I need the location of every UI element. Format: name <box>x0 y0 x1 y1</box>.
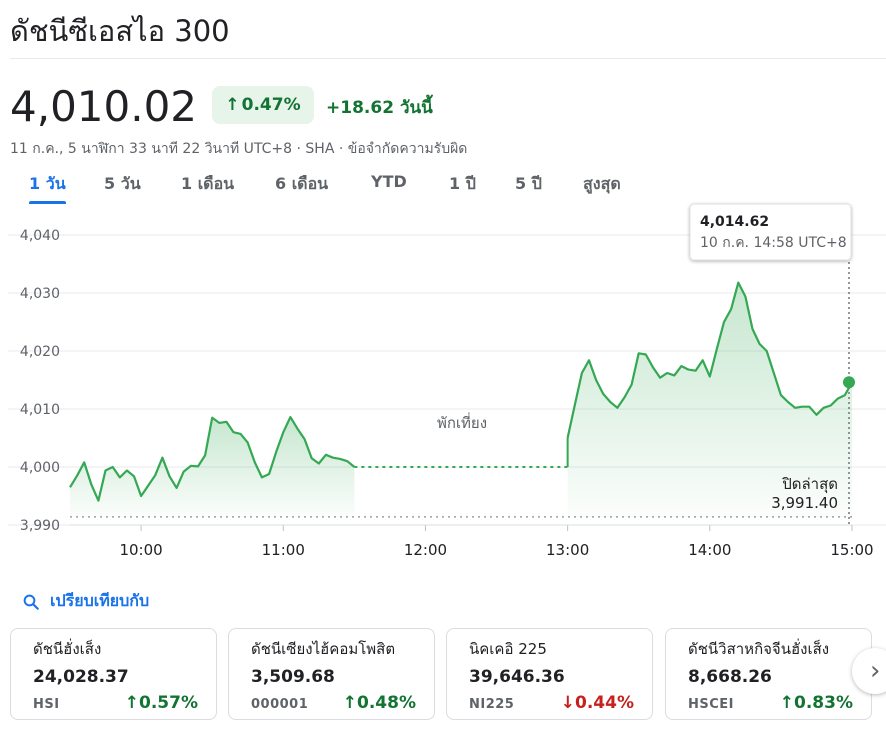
change-absolute: +18.62 วันนี้ <box>326 94 433 121</box>
index-name: นิคเคอิ 225 <box>469 640 547 658</box>
chevron-right-icon: › <box>870 656 881 686</box>
index-value: 39,646.36 <box>469 667 565 687</box>
tab-1-day[interactable]: 1 วัน <box>29 172 66 204</box>
y-tick-label: 4,020 <box>20 344 60 360</box>
tab-5-days[interactable]: 5 วัน <box>104 174 141 193</box>
y-tick-label: 4,030 <box>20 286 60 302</box>
x-axis: 10:00 11:00 12:00 13:00 14:00 15:00 <box>70 524 874 559</box>
change-value: +18.62 <box>326 98 395 118</box>
afternoon-line <box>566 281 853 439</box>
tab-1-month[interactable]: 1 เดือน <box>181 174 235 193</box>
index-value: 8,668.26 <box>688 667 772 687</box>
disclaimer-link[interactable]: ข้อจำกัดความรับผิด <box>347 141 468 157</box>
index-change: ↑0.57% <box>125 693 198 713</box>
index-change-value: 0.83% <box>794 693 853 713</box>
y-tick-label: 4,010 <box>20 402 60 418</box>
index-change: ↓0.44% <box>561 693 634 713</box>
tab-6-months[interactable]: 6 เดือน <box>275 174 329 193</box>
index-card-000001[interactable]: ดัชนีเซียงไฮ้คอมโพสิต 3,509.68 000001 ↑0… <box>228 628 435 720</box>
hover-point <box>843 376 855 389</box>
index-change-value: 0.48% <box>357 693 416 713</box>
arrow-up-icon: ↑ <box>779 693 795 713</box>
index-change: ↑0.48% <box>343 693 416 713</box>
y-axis: 4,040 4,030 4,020 4,010 4,000 3,990 <box>20 228 60 534</box>
index-value: 3,509.68 <box>251 667 335 687</box>
index-symbol: HSCEI <box>688 697 735 712</box>
tab-1-year[interactable]: 1 ปี <box>449 174 476 193</box>
tab-max[interactable]: สูงสุด <box>583 174 621 193</box>
index-name: ดัชนีฮั่งเส็ง <box>33 640 102 658</box>
change-percent: 0.47% <box>241 95 301 115</box>
timestamp-line: 11 ก.ค., 5 นาฬิกา 33 นาที 22 วินาที UTC+… <box>10 138 467 160</box>
index-symbol: HSI <box>33 697 60 712</box>
index-symbol: NI225 <box>469 697 515 712</box>
compare-button[interactable]: เปรียบเทียบกับ <box>22 589 149 614</box>
index-card-hsi[interactable]: ดัชนีฮั่งเส็ง 24,028.37 HSI ↑0.57% <box>10 628 217 720</box>
previous-close-value: 3,991.40 <box>771 494 838 512</box>
timestamp: 11 ก.ค., 5 นาฬิกา 33 นาที 22 วินาที UTC+… <box>10 141 348 157</box>
previous-close-label: ปิดล่าสุด <box>781 475 838 494</box>
price-chart[interactable]: 4,040 4,030 4,020 4,010 4,000 3,990 10:00 11:0… <box>0 200 886 570</box>
morning-area <box>70 417 355 517</box>
arrow-up-icon: ↑ <box>124 693 140 713</box>
chart-tooltip: 4,014.62 10 ก.ค. 14:58 UTC+8 <box>689 203 852 261</box>
x-tick-label: 13:00 <box>546 541 589 559</box>
lunch-break-label: พักเที่ยง <box>437 412 487 432</box>
index-symbol: 000001 <box>251 697 309 712</box>
divider <box>10 58 886 59</box>
index-value: 24,028.37 <box>33 667 129 687</box>
change-percent-badge: ↑ 0.47% <box>212 86 314 124</box>
tooltip-time: 10 ก.ค. 14:58 UTC+8 <box>700 235 847 251</box>
index-change-value: 0.57% <box>139 693 198 713</box>
arrow-up-icon: ↑ <box>342 693 358 713</box>
tooltip-box <box>689 203 852 261</box>
index-change: ↑0.83% <box>780 693 853 713</box>
afternoon-area <box>567 282 852 517</box>
x-tick-label: 14:00 <box>688 541 731 559</box>
index-card-ni225[interactable]: นิคเคอิ 225 39,646.36 NI225 ↓0.44% <box>446 628 653 720</box>
tooltip-value: 4,014.62 <box>700 214 769 230</box>
morning-line <box>69 416 356 502</box>
arrow-down-icon: ↓ <box>560 693 576 713</box>
compare-label: เปรียบเทียบกับ <box>50 591 150 610</box>
index-name: ดัชนีเซียงไฮ้คอมโพสิต <box>251 640 396 658</box>
current-price: 4,010.02 <box>10 82 198 131</box>
tab-ytd[interactable]: YTD <box>371 172 407 191</box>
y-tick-label: 4,000 <box>20 460 60 476</box>
page-title: ดัชนีซีเอสไอ 300 <box>10 14 230 48</box>
index-card-hscei[interactable]: ดัชนีวิสาหกิจจีนฮั่งเส็ง 8,668.26 HSCEI … <box>665 628 872 720</box>
tab-5-years[interactable]: 5 ปี <box>515 174 542 193</box>
x-tick-label: 10:00 <box>119 541 162 559</box>
change-period-label: วันนี้ <box>399 98 433 118</box>
chart-series <box>69 262 855 525</box>
search-icon <box>23 594 39 610</box>
index-change-value: 0.44% <box>575 693 634 713</box>
y-tick-label: 3,990 <box>20 518 60 534</box>
x-tick-label: 11:00 <box>262 541 305 559</box>
y-tick-label: 4,040 <box>20 228 60 244</box>
arrow-up-icon: ↑ <box>225 95 240 115</box>
index-name: ดัชนีวิสาหกิจจีนฮั่งเส็ง <box>688 640 830 658</box>
next-cards-button[interactable]: › <box>852 648 886 694</box>
x-tick-label: 15:00 <box>830 541 873 559</box>
x-tick-label: 12:00 <box>404 541 447 559</box>
